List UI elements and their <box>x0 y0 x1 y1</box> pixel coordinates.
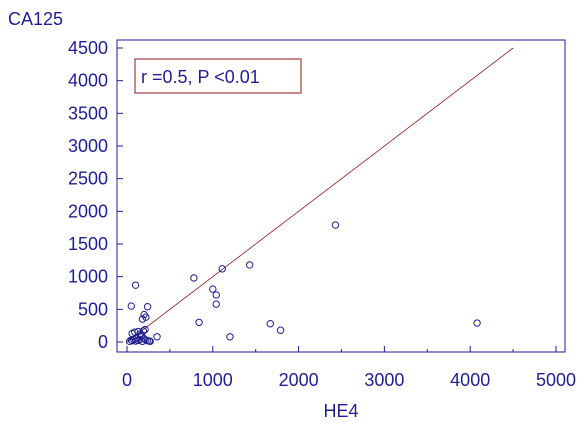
data-point <box>131 328 139 336</box>
data-point <box>473 319 481 327</box>
x-tick-label: 0 <box>122 370 132 390</box>
y-tick-label: 1000 <box>68 267 108 287</box>
y-tick-label: 2500 <box>68 169 108 189</box>
y-axis-title: CA125 <box>8 9 63 29</box>
data-point <box>137 331 146 340</box>
data-point <box>153 333 161 341</box>
y-tick-label: 4500 <box>68 38 108 58</box>
annotation-text: r =0.5, P <0.01 <box>141 67 260 87</box>
y-tick-label: 1500 <box>68 234 108 254</box>
data-point <box>127 302 135 310</box>
y-tick-label: 3000 <box>68 136 108 156</box>
annotation-box: r =0.5, P <0.01 <box>134 58 302 94</box>
data-point <box>245 261 254 269</box>
y-tick-label: 4000 <box>68 71 108 91</box>
y-tick-label: 2000 <box>68 201 108 221</box>
annotation-frame <box>134 58 302 94</box>
data-point <box>190 274 198 282</box>
data-point <box>131 281 140 289</box>
data-point <box>276 326 285 334</box>
data-point <box>212 291 220 299</box>
x-tick-label: 2000 <box>279 370 319 390</box>
data-point <box>141 325 149 334</box>
x-tick-label: 5000 <box>536 370 576 390</box>
data-point <box>226 333 234 341</box>
data-point <box>218 265 226 273</box>
data-point <box>212 300 220 308</box>
x-tick-label: 1000 <box>193 370 233 390</box>
x-axis-title: HE4 <box>323 401 358 421</box>
y-tick-label: 500 <box>78 299 108 319</box>
data-points <box>125 221 481 346</box>
data-point <box>266 320 274 328</box>
data-point <box>331 221 340 229</box>
x-axis: 0 1000 2000 3000 4000 5000 <box>122 346 576 390</box>
data-point <box>139 327 148 335</box>
data-point <box>209 285 217 293</box>
data-point <box>195 318 203 327</box>
y-axis: 0 500 1000 1500 2000 2500 3000 3500 4000 4500 <box>68 38 123 352</box>
y-tick-label: 3500 <box>68 103 108 123</box>
x-tick-label: 4000 <box>450 370 490 390</box>
data-point <box>146 337 154 346</box>
y-tick-label: 0 <box>98 332 108 352</box>
data-point <box>143 303 152 311</box>
x-tick-label: 3000 <box>364 370 404 390</box>
fit-line <box>126 47 514 343</box>
data-point <box>142 313 150 321</box>
